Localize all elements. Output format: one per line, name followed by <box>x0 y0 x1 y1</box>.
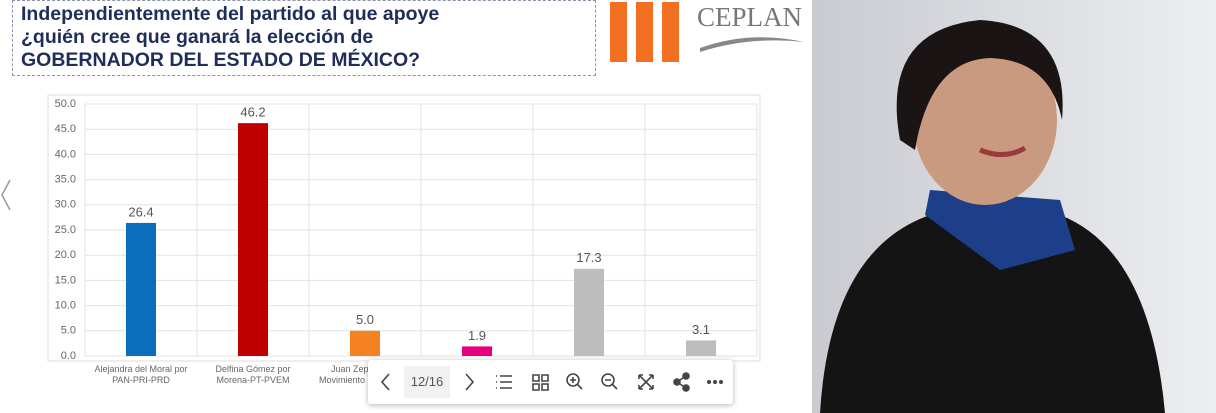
y-tick-label: 20.0 <box>55 249 76 261</box>
y-tick-label: 45.0 <box>55 123 76 135</box>
next-button[interactable] <box>465 373 475 391</box>
grid-button[interactable] <box>532 374 549 391</box>
more-button[interactable] <box>707 380 723 384</box>
bar <box>686 340 716 356</box>
bar <box>574 268 604 356</box>
value-label: 3.1 <box>692 322 710 337</box>
title-line: GOBERNADOR DEL ESTADO DE MÉXICO? <box>21 49 421 71</box>
zoom-in-button[interactable] <box>566 373 583 390</box>
y-tick-label: 15.0 <box>55 274 76 286</box>
share-button[interactable] <box>673 372 690 392</box>
logo-text: CEPLAN <box>697 2 802 32</box>
zoom-out-button[interactable] <box>601 373 618 390</box>
bar <box>350 330 380 356</box>
value-label: 46.2 <box>240 105 265 120</box>
toolbar-icons <box>380 372 723 392</box>
bar <box>238 123 268 356</box>
title-box: Independientemente del partido al que ap… <box>12 0 596 76</box>
y-tick-label: 25.0 <box>55 224 76 236</box>
y-tick-label: 40.0 <box>55 148 76 160</box>
logo: CEPLAN <box>610 2 804 62</box>
x-tick-label: Juan Zepeda por Movimiento Ciudadano <box>318 364 412 385</box>
y-tick-label: 10.0 <box>55 300 76 312</box>
photo <box>812 0 1216 413</box>
title-line: Independientemente del partido al que ap… <box>21 3 440 25</box>
bar <box>462 346 492 356</box>
y-tick-label: 5.0 <box>61 325 76 337</box>
y-tick-label: 50.0 <box>55 98 76 110</box>
fullscreen-button[interactable] <box>638 374 654 390</box>
prev-arrow[interactable] <box>1 179 11 211</box>
title-line: ¿quién cree que ganará la elección de <box>21 26 374 48</box>
y-tick-label: 30.0 <box>55 199 76 211</box>
toolbar: 12/16 <box>368 360 733 404</box>
x-tick-label: Delfina Gómez por Morena-PT-PVEM <box>215 364 291 385</box>
value-label: 5.0 <box>356 312 374 327</box>
prev-button[interactable] <box>380 373 390 391</box>
bar <box>126 222 156 356</box>
value-label: 26.4 <box>128 204 153 219</box>
value-label: 17.3 <box>576 250 601 265</box>
y-tick-label: 35.0 <box>55 174 76 186</box>
y-tick-label: 0.0 <box>61 350 76 362</box>
page-indicator: 12/16 <box>404 366 450 398</box>
value-label: 1.9 <box>468 328 486 343</box>
x-tick-label: Alejandra del Moral por PAN-PRI-PRD <box>94 364 188 385</box>
list-button[interactable] <box>496 375 512 389</box>
